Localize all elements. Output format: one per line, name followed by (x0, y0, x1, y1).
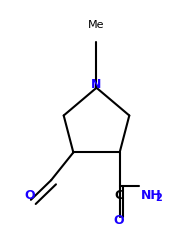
Text: N: N (91, 78, 101, 91)
Text: NH: NH (141, 189, 162, 202)
Text: O: O (25, 189, 35, 202)
Text: C: C (114, 189, 123, 202)
Text: O: O (113, 214, 124, 227)
Text: Me: Me (88, 20, 105, 30)
Text: 2: 2 (155, 192, 162, 203)
